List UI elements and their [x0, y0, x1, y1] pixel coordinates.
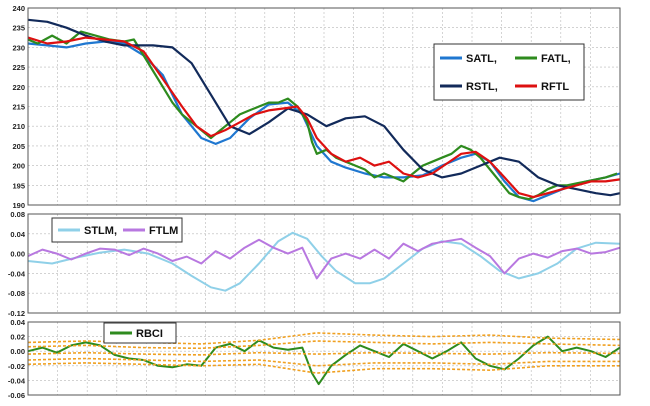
plot-frame — [27, 7, 621, 206]
y-tick-label: -0.08 — [8, 289, 25, 298]
y-tick-label: -0.04 — [8, 269, 26, 278]
y-tick-label: -0.06 — [8, 391, 25, 400]
plot-frame — [27, 213, 621, 314]
panel-oscillator: -0.12 -0.08 -0.04 0.00 0.04 0.08 STLM, FTLM — [8, 210, 621, 318]
series-line-rftl — [27, 36, 621, 199]
y-tick-label: 195 — [12, 181, 25, 190]
panel-price: 190 195 200 205 210 215 220 225 230 235 240 SATL, FA… — [12, 4, 621, 210]
y-tick-label: -0.12 — [8, 309, 25, 318]
plot-frame — [27, 321, 621, 396]
y-tick-label: 230 — [12, 43, 25, 52]
legend-box — [433, 43, 585, 101]
band-line — [27, 351, 621, 356]
series-line-rstl — [27, 18, 621, 197]
y-tick-label: 210 — [12, 122, 25, 131]
legend-label: FTLM — [149, 225, 178, 237]
y-tick-label: -0.02 — [8, 362, 25, 371]
y-tick-label: 0.00 — [10, 250, 25, 259]
series-line-ftlm — [27, 237, 621, 280]
y-tick-label: 200 — [12, 162, 25, 171]
y-tick-label: 225 — [12, 63, 25, 72]
series-line-rbci — [27, 335, 621, 386]
y-tick-label: 0.04 — [10, 230, 25, 239]
band-line — [27, 340, 621, 350]
legend-label: RFTL — [541, 81, 569, 93]
legend-label: RSTL, — [466, 81, 498, 93]
band-line — [27, 357, 620, 367]
y-tick-label: 0.04 — [10, 318, 25, 327]
legend: RBCI — [103, 322, 177, 344]
legend: SATL, FATL, RSTL, RFTL — [433, 43, 585, 101]
gridlines — [28, 214, 620, 313]
y-tick-label: 215 — [12, 103, 25, 112]
y-tick-label: 0.00 — [10, 347, 25, 356]
gridlines — [28, 322, 620, 395]
y-tick-label: 190 — [12, 201, 25, 210]
legend-label: SATL, — [466, 53, 497, 65]
y-tick-label: -0.04 — [8, 376, 26, 385]
band-line — [27, 362, 620, 374]
legend-label: FATL, — [541, 53, 571, 65]
legend: STLM, FTLM — [51, 217, 183, 243]
panel-rbci: -0.06 -0.04 -0.02 0.00 0.02 0.04 RBCI — [8, 318, 621, 400]
y-tick-label: 235 — [12, 24, 25, 33]
legend-box — [103, 322, 177, 344]
legend-label: RBCI — [136, 328, 163, 340]
legend-label: STLM, — [84, 225, 117, 237]
y-tick-label: 205 — [12, 142, 25, 151]
y-tick-label: 240 — [12, 4, 25, 13]
y-tick-label: 0.02 — [10, 333, 25, 342]
y-tick-label: 220 — [12, 83, 25, 92]
y-tick-label: 0.08 — [10, 210, 25, 219]
